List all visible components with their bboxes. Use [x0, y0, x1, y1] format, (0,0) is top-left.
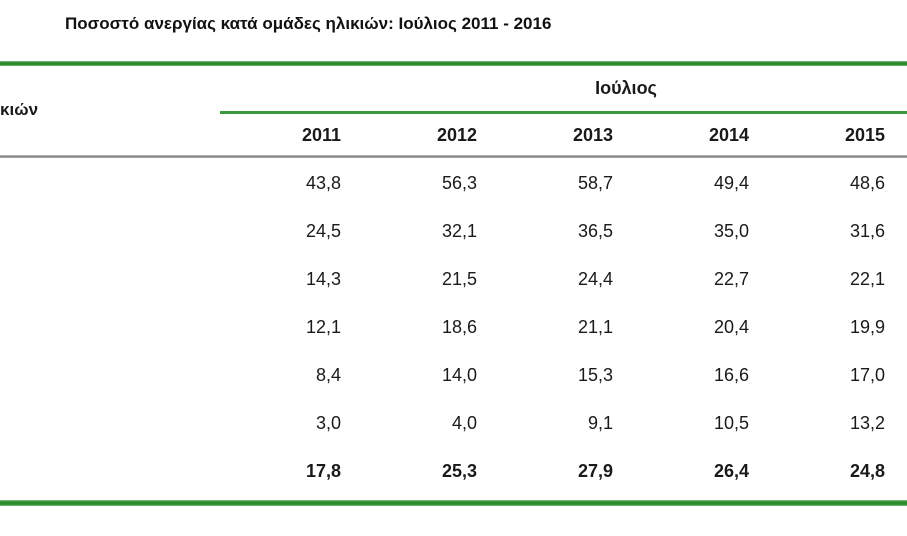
table-row: 14,3 21,5 24,4 22,7 22,1	[0, 255, 885, 303]
table-cell: 17,8	[305, 460, 341, 481]
table-cell: 21,5	[441, 268, 477, 289]
month-header-underline	[220, 111, 907, 114]
table-cell: 24,4	[577, 268, 613, 289]
table-cell: 24,5	[305, 220, 341, 241]
table-cell: 4,0	[451, 412, 477, 433]
table-cell: 36,5	[577, 220, 613, 241]
table-cell: 49,4	[713, 172, 749, 193]
table-total-row: 17,8 25,3 27,9 26,4 24,8	[0, 447, 885, 495]
table-cell: 12,1	[305, 316, 341, 337]
table-cell: 14,3	[305, 268, 341, 289]
table-cell: 35,0	[713, 220, 749, 241]
table-cell: 56,3	[441, 172, 477, 193]
table-cell: 26,4	[713, 460, 749, 481]
table-cell: 27,9	[577, 460, 613, 481]
table-cell: 14,0	[441, 364, 477, 385]
table-cell: 43,8	[305, 172, 341, 193]
table-row: 24,5 32,1 36,5 35,0 31,6	[0, 207, 885, 255]
table-row: 3,0 4,0 9,1 10,5 13,2	[0, 399, 885, 447]
table-cell: 3,0	[315, 412, 341, 433]
table-cell: 21,1	[577, 316, 613, 337]
year-header-2015: 2015	[844, 125, 885, 145]
table-cell: 22,7	[713, 268, 749, 289]
age-groups-header-fragment: κιών	[0, 100, 39, 119]
table-row: 8,4 14,0 15,3 16,6 17,0	[0, 351, 885, 399]
year-header-2011: 2011	[301, 125, 341, 145]
table-cell: 32,1	[441, 220, 477, 241]
table-row: 12,1 18,6 21,1 20,4 19,9	[0, 303, 885, 351]
table-cell: 8,4	[315, 364, 341, 385]
table-top-border	[0, 61, 907, 66]
table-cell: 10,5	[713, 412, 749, 433]
table-cell: 17,0	[849, 364, 885, 385]
table-row: 43,8 56,3 58,7 49,4 48,6	[0, 159, 885, 207]
year-header-row: 2011 2012 2013 2014 2015	[0, 116, 885, 155]
page-title: Ποσοστό ανεργίας κατά ομάδες ηλικιών: Ιο…	[65, 14, 552, 33]
table-cell: 19,9	[849, 316, 885, 337]
table-cell: 48,6	[849, 172, 885, 193]
table-cell: 58,7	[577, 172, 613, 193]
month-group-header: Ιούλιος	[595, 78, 657, 98]
year-header-2014: 2014	[708, 125, 749, 145]
table-cell: 20,4	[713, 316, 749, 337]
table-cell: 15,3	[577, 364, 613, 385]
table-cell: 25,3	[441, 460, 477, 481]
header-separator-rule	[0, 155, 907, 158]
year-header-2012: 2012	[436, 125, 477, 145]
table-cell: 18,6	[441, 316, 477, 337]
table-cell: 24,8	[849, 460, 885, 481]
table-cell: 16,6	[713, 364, 749, 385]
table-bottom-border	[0, 500, 907, 506]
table-cell: 13,2	[849, 412, 885, 433]
year-header-2013: 2013	[572, 125, 613, 145]
table-body: 43,8 56,3 58,7 49,4 48,6 24,5 32,1 36,5 …	[0, 159, 885, 495]
table-cell: 22,1	[849, 268, 885, 289]
table-cell: 31,6	[849, 220, 885, 241]
table-cell: 9,1	[587, 412, 613, 433]
